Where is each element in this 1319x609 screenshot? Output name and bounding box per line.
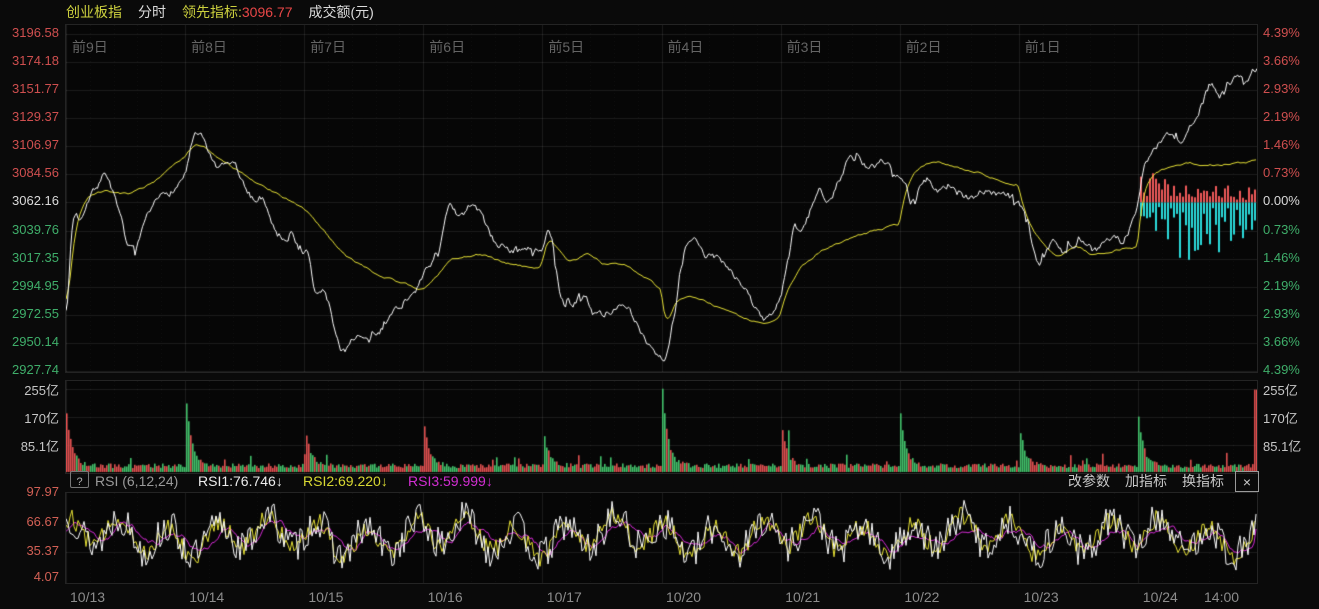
day-marker: 前2日 bbox=[905, 39, 942, 55]
price-axis-label: 2972.55 bbox=[12, 305, 59, 321]
percent-axis-label: 2.93% bbox=[1263, 305, 1300, 321]
rsi-axis-label: 97.97 bbox=[26, 484, 59, 499]
rsi-axis-label: 35.37 bbox=[26, 543, 59, 558]
leading-indicator-label: 领先指标: bbox=[182, 4, 242, 20]
date-label: 10/24 bbox=[1142, 589, 1178, 605]
day-marker: 前5日 bbox=[548, 39, 585, 55]
volume-axis-label: 85.1亿 bbox=[1263, 439, 1302, 454]
rsi2-value: RSI2:69.220↓ bbox=[303, 473, 388, 489]
percent-axis-label: 4.39% bbox=[1263, 361, 1300, 377]
percent-axis-label: 3.66% bbox=[1263, 333, 1300, 349]
price-axis-left: 3196.58 3174.18 3151.77 3129.37 3106.97 3084.… bbox=[0, 24, 62, 377]
price-axis-label: 3106.97 bbox=[12, 137, 59, 153]
date-label: 10/15 bbox=[308, 589, 344, 605]
price-axis-label: 2927.74 bbox=[12, 361, 59, 377]
date-label: 10/20 bbox=[666, 589, 702, 605]
percent-axis-label: 2.19% bbox=[1263, 277, 1300, 293]
percent-axis-label: 4.39% bbox=[1263, 25, 1300, 40]
rsi-axis-label: 4.07 bbox=[33, 569, 59, 584]
date-label: 10/22 bbox=[904, 589, 940, 605]
rsi-canvas[interactable] bbox=[66, 493, 1257, 583]
symbol-name: 创业板指 bbox=[66, 4, 122, 20]
time-label: 14:00 bbox=[1204, 589, 1240, 605]
percent-axis-label: 1.46% bbox=[1263, 137, 1300, 153]
price-chart-canvas[interactable] bbox=[66, 25, 1257, 372]
day-marker: 前8日 bbox=[191, 39, 227, 55]
price-axis-label: 2994.95 bbox=[12, 277, 59, 293]
amount-unit-label: 成交额(元) bbox=[308, 4, 374, 20]
rsi-axis-label: 66.67 bbox=[26, 514, 59, 529]
date-label: 10/16 bbox=[427, 589, 463, 605]
price-axis-label: 3151.77 bbox=[12, 81, 59, 97]
percent-axis-label: 0.00% bbox=[1263, 193, 1300, 209]
switch-indicator-button[interactable]: 换指标 bbox=[1182, 473, 1224, 489]
price-axis-label: 3084.56 bbox=[12, 165, 59, 181]
volume-axis-left: 255亿 170亿 85.1亿 bbox=[0, 380, 62, 474]
rsi1-value: RSI1:76.746↓ bbox=[198, 473, 283, 489]
price-axis-label: 3196.58 bbox=[12, 25, 59, 40]
volume-axis-label: 170亿 bbox=[1263, 411, 1298, 426]
indicator-name-label[interactable]: RSI (6,12,24) bbox=[95, 473, 179, 489]
date-label: 10/13 bbox=[70, 589, 106, 605]
percent-axis-label: 1.46% bbox=[1263, 249, 1300, 265]
percent-axis-label: 0.73% bbox=[1263, 165, 1300, 181]
indicator-toolbar: ? RSI (6,12,24) RSI1:76.746↓ RSI2:69.220… bbox=[0, 471, 1319, 492]
add-indicator-button[interactable]: 加指标 bbox=[1125, 473, 1167, 489]
rsi-axis-left: 97.97 66.67 35.37 4.07 bbox=[0, 484, 62, 584]
volume-axis-label: 255亿 bbox=[1263, 383, 1298, 398]
volume-panel[interactable] bbox=[65, 380, 1258, 474]
rsi3-value: RSI3:59.999↓ bbox=[408, 473, 493, 489]
date-label: 10/17 bbox=[546, 589, 582, 605]
volume-axis-label: 85.1亿 bbox=[20, 439, 59, 454]
percent-axis-label: 2.93% bbox=[1263, 81, 1300, 97]
price-chart-panel[interactable]: 前9日 前8日 前7日 前6日 前5日 前4日 前3日 前2日 前1日 bbox=[65, 24, 1258, 373]
date-label: 10/23 bbox=[1023, 589, 1059, 605]
chart-header: 创业板指 分时 领先指标:3096.77 成交额(元) bbox=[66, 2, 374, 22]
day-marker: 前9日 bbox=[72, 39, 108, 55]
leading-indicator: 领先指标:3096.77 bbox=[182, 2, 293, 22]
date-axis-row: 10/13 10/14 10/15 10/16 10/17 10/20 10/21 10/22… bbox=[0, 589, 1319, 609]
date-label: 10/21 bbox=[785, 589, 821, 605]
date-label: 10/14 bbox=[189, 589, 225, 605]
day-marker: 前1日 bbox=[1024, 39, 1061, 55]
price-axis-label: 3062.16 bbox=[12, 193, 59, 209]
edit-params-button[interactable]: 改参数 bbox=[1068, 473, 1110, 489]
price-axis-label: 2950.14 bbox=[12, 333, 59, 349]
volume-axis-label: 170亿 bbox=[24, 411, 59, 426]
volume-canvas[interactable] bbox=[66, 381, 1257, 473]
price-axis-label: 3039.76 bbox=[12, 221, 59, 237]
day-marker: 前6日 bbox=[429, 39, 466, 55]
rsi-panel[interactable] bbox=[65, 492, 1258, 584]
leading-indicator-value: 3096.77 bbox=[241, 4, 293, 20]
day-marker: 前7日 bbox=[310, 39, 346, 55]
price-axis-label: 3017.35 bbox=[12, 249, 59, 265]
percent-axis-label: 0.73% bbox=[1263, 221, 1300, 237]
day-marker: 前4日 bbox=[667, 39, 704, 55]
percent-axis-label: 2.19% bbox=[1263, 109, 1300, 125]
chart-mode-label: 分时 bbox=[138, 4, 166, 20]
percent-axis-label: 3.66% bbox=[1263, 53, 1300, 69]
volume-axis-label: 255亿 bbox=[24, 383, 59, 398]
price-axis-label: 3174.18 bbox=[12, 53, 59, 69]
help-icon[interactable]: ? bbox=[70, 471, 89, 488]
close-indicator-button[interactable]: × bbox=[1235, 471, 1259, 492]
price-axis-label: 3129.37 bbox=[12, 109, 59, 125]
day-marker: 前3日 bbox=[786, 39, 823, 55]
